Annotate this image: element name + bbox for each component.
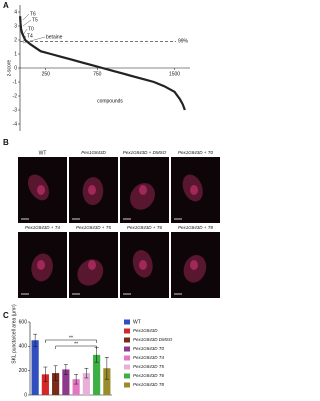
cell-core	[139, 260, 147, 270]
legend-swatch	[124, 382, 130, 388]
annotation-leader	[22, 13, 30, 21]
error-bar	[74, 374, 79, 385]
annotation-leader	[22, 36, 46, 44]
legend-label: WT	[133, 319, 141, 325]
annotation-leader	[22, 28, 28, 36]
bar	[103, 368, 111, 395]
legend-swatch	[124, 346, 130, 352]
significance-label: **	[69, 335, 73, 341]
y-tick-label: 2	[14, 37, 17, 43]
y-tick-label: -3	[13, 107, 18, 113]
error-bar	[53, 365, 58, 381]
error-bar	[84, 367, 89, 379]
legend-swatch	[124, 355, 130, 361]
y-tick-label: 0	[24, 392, 27, 398]
bar	[93, 354, 101, 395]
bar	[52, 373, 60, 395]
image-label: Pex1G843D + T6	[127, 225, 162, 230]
y-axis-label: SKL puncta/cell area (µm²)	[11, 304, 17, 364]
y-tick-label: 400	[19, 344, 28, 350]
image-label: Pex1G843D	[81, 150, 106, 155]
bar	[31, 340, 39, 395]
legend-label: Pex1G843D T4	[133, 355, 165, 360]
annotation-leader	[22, 19, 32, 27]
cell	[130, 183, 155, 210]
y-tick-label: -2	[13, 93, 18, 99]
cell	[77, 259, 104, 286]
y-tick-label: 200	[19, 368, 28, 374]
legend-label: Pex1G843D	[133, 328, 158, 333]
x-tick-label: 250	[42, 71, 51, 77]
x-tick-label: 1500	[169, 71, 180, 77]
image-label: Pex1G843D + T8	[178, 225, 213, 230]
legend-swatch	[124, 364, 130, 370]
error-bar	[43, 366, 48, 382]
significance-bracket	[55, 345, 97, 349]
legend-label: Pex1G843D T0	[133, 346, 165, 351]
legend-label: Pex1G843D T6	[133, 373, 165, 378]
y-tick-label: -4	[13, 121, 18, 127]
annotation: betaine	[46, 34, 63, 40]
image-label: WT	[39, 150, 47, 156]
cell-core	[139, 185, 147, 195]
bar	[82, 373, 90, 395]
panel-label: A	[3, 1, 9, 10]
annotation: T0	[28, 26, 34, 32]
y-tick-label: 0	[14, 65, 17, 71]
y-tick-label: -1	[13, 79, 18, 85]
cell-core	[37, 260, 45, 270]
cell-core	[88, 185, 96, 195]
y-tick-label: 600	[19, 319, 28, 325]
y-tick-label: 3	[14, 23, 17, 29]
annotation: T5	[32, 17, 38, 23]
significance-label: **	[74, 341, 78, 347]
legend-swatch	[124, 319, 130, 325]
annotation: T6	[30, 11, 36, 17]
y-tick-label: 4	[14, 9, 17, 15]
bar	[62, 369, 70, 395]
x-axis-label: compounds	[97, 98, 123, 104]
error-bar	[63, 364, 68, 375]
significance-bracket	[45, 339, 97, 343]
image-label: Pex1G843D + T4	[25, 225, 60, 230]
legend-swatch	[124, 328, 130, 334]
cell-core	[190, 260, 198, 270]
data-line	[19, 16, 186, 111]
annotation: T4	[27, 33, 33, 39]
image-label: Pex1G843D + DMSO	[123, 150, 167, 155]
cell-core	[37, 185, 45, 195]
legend-label: Pex1G843D T5	[133, 364, 165, 369]
figure: A B C z-score compounds SKL puncta/cell …	[3, 1, 220, 398]
legend-label: Pex1G843D DMSO	[133, 337, 173, 342]
bar	[72, 379, 80, 395]
bar	[41, 374, 49, 395]
error-bar	[104, 357, 109, 380]
error-bar	[33, 333, 38, 347]
threshold-label: 99%	[178, 39, 189, 45]
legend-swatch	[124, 373, 130, 379]
cell-core	[190, 185, 198, 195]
y-axis-label: z-score	[6, 60, 12, 77]
image-label: Pex1G843D + T5	[76, 225, 111, 230]
legend-swatch	[124, 337, 130, 343]
panel-label: B	[3, 138, 9, 147]
legend-label: Pex1G843D T8	[133, 382, 165, 387]
panel-label: C	[3, 311, 9, 320]
x-tick-label: 750	[93, 71, 102, 77]
y-tick-label: 1	[14, 51, 17, 57]
annotation-leader	[22, 35, 27, 43]
cell-core	[88, 260, 96, 270]
image-label: Pex1G843D + T0	[178, 150, 213, 155]
